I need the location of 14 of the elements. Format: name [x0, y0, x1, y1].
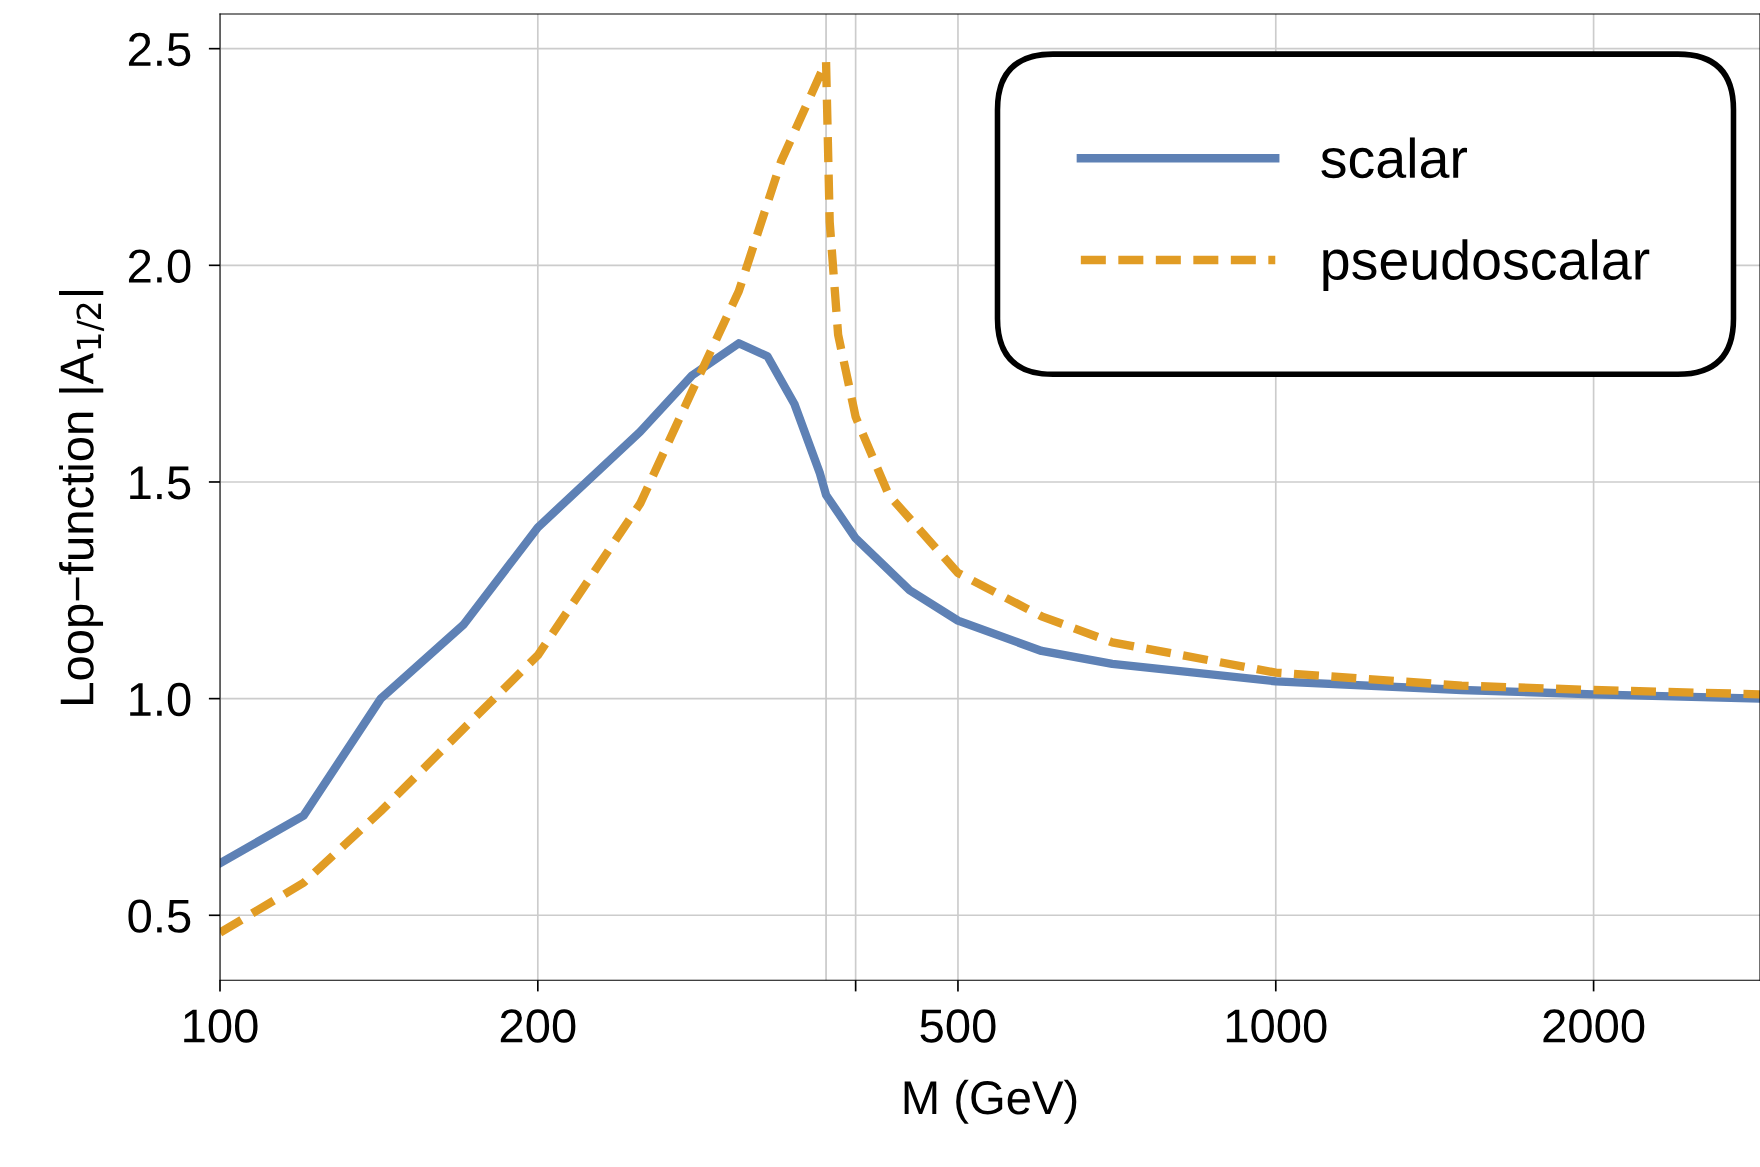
x-tick-label: 500 [920, 1009, 996, 1043]
y-tick-label: 2.5 [128, 32, 191, 67]
y-tick-label: 1.5 [130, 466, 191, 500]
y-tick-label: 1.0 [130, 682, 191, 717]
x-tick-label: 100 [184, 1009, 258, 1043]
x-axis-title: M (GeV) [904, 1079, 1077, 1124]
x-tick-label: 1000 [1226, 1009, 1327, 1043]
x-tick-label: 200 [500, 1009, 576, 1043]
legend-label: pseudoscalar [1323, 239, 1650, 292]
x-tick-label: 2000 [1543, 1009, 1645, 1043]
y-axis-title: Loop−function |A$_{1/2}$| [59, 291, 105, 704]
y-tick-label: 2.0 [128, 249, 191, 283]
y-tick-label: 0.5 [128, 899, 191, 933]
legend-label: scalar [1321, 137, 1467, 179]
